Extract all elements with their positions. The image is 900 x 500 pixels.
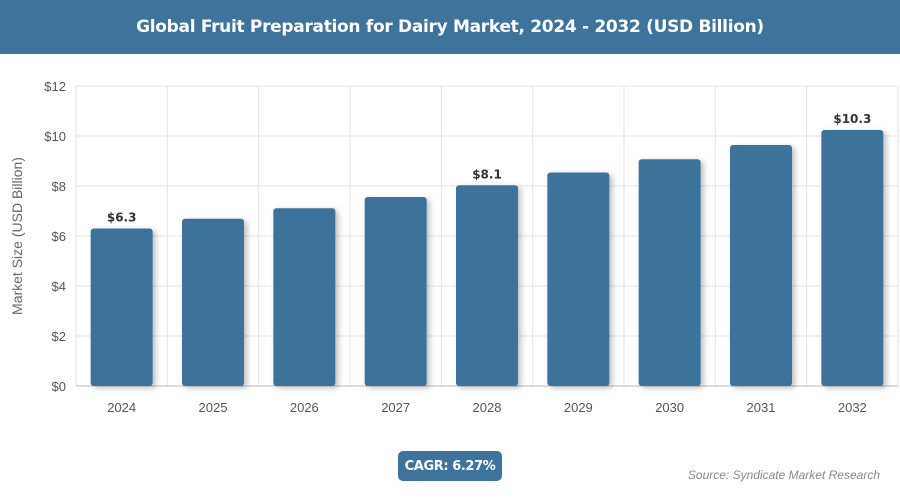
bar-chart: $0 $2 $4 $6 $8 $10 $12 2024 $6.3 2025 2026 2027 2028…	[9, 79, 899, 415]
data-label: $8.1	[472, 167, 502, 181]
bar-2024	[90, 228, 153, 386]
bar-2025	[182, 218, 244, 386]
y-tick-label: $8	[52, 179, 66, 194]
y-tick-label: $4	[52, 279, 66, 294]
y-tick-label: $2	[52, 329, 66, 344]
data-label: $6.3	[107, 211, 137, 225]
x-tick-label: 2032	[838, 400, 867, 415]
x-tick-label: 2030	[655, 400, 684, 415]
y-tick-label: $0	[52, 379, 66, 394]
bar-2030	[638, 159, 701, 386]
chart-title: Global Fruit Preparation for Dairy Marke…	[0, 0, 900, 54]
cagr-badge: CAGR: 6.27%	[398, 451, 502, 481]
x-tick-label: 2024	[107, 400, 136, 415]
x-tick-label: 2029	[564, 400, 593, 415]
y-tick-label: $10	[44, 129, 66, 144]
source-note: Source: Syndicate Market Research	[687, 468, 880, 482]
y-tick-label: $12	[44, 79, 66, 94]
y-tick-label: $6	[52, 229, 66, 244]
y-axis-label: Market Size (USD Billion)	[9, 157, 25, 315]
bar-2029	[547, 172, 610, 386]
x-tick-label: 2026	[290, 400, 319, 415]
data-label: $10.3	[833, 112, 871, 126]
bar-2028	[456, 185, 518, 386]
bar-2031	[730, 145, 792, 386]
x-tick-label: 2028	[473, 400, 502, 415]
bar-2032	[821, 130, 884, 386]
x-tick-label: 2031	[747, 400, 776, 415]
x-tick-label: 2025	[199, 400, 228, 415]
bar-2026	[273, 208, 336, 386]
x-tick-label: 2027	[381, 400, 410, 415]
bar-2027	[364, 197, 427, 386]
